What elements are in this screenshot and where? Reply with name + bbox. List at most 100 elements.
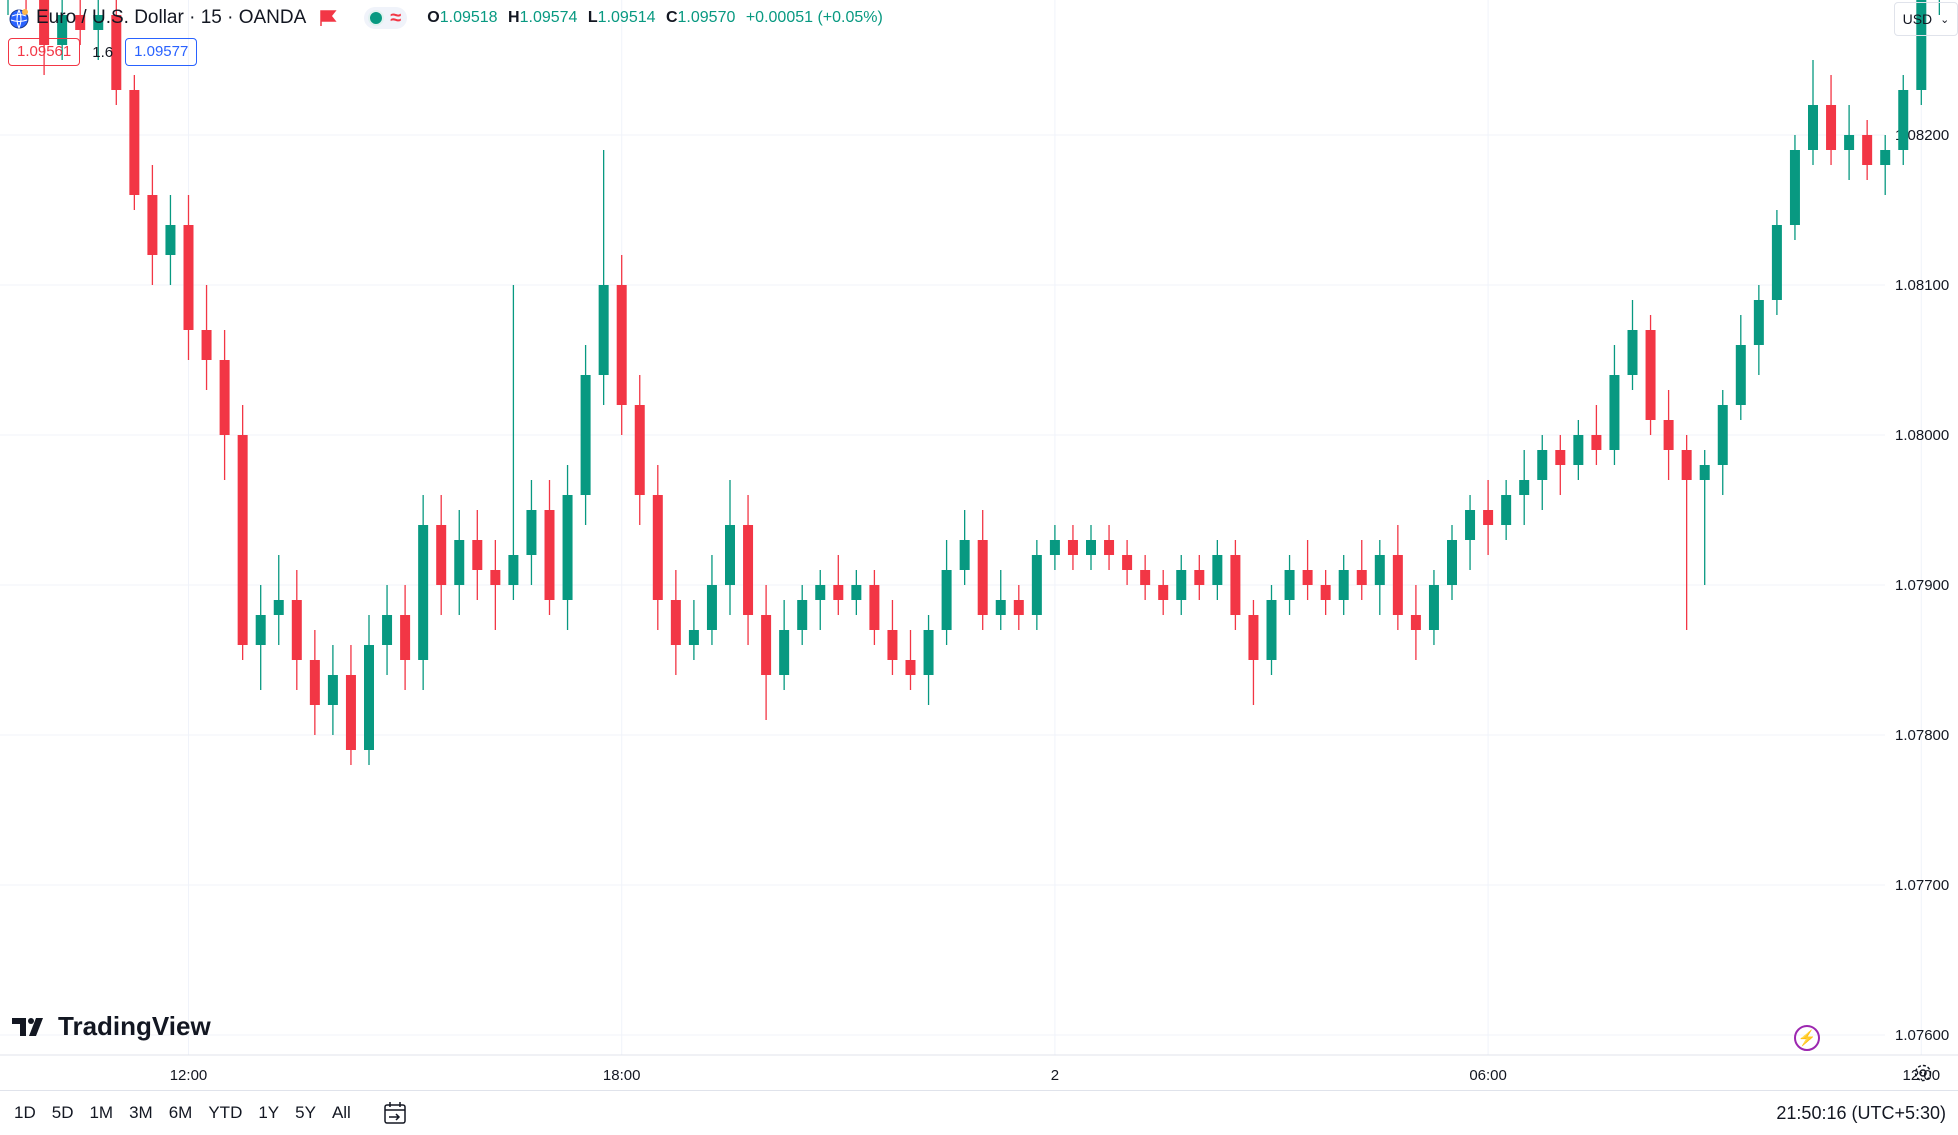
candle — [1699, 450, 1710, 585]
candle — [1248, 600, 1259, 705]
candle-body — [1194, 570, 1205, 585]
candle-body — [490, 570, 501, 585]
candle-body — [1176, 570, 1187, 600]
candle — [1140, 555, 1151, 600]
candle-body — [309, 660, 320, 705]
candle — [1374, 540, 1385, 615]
candle — [147, 165, 158, 285]
grid-lines — [0, 0, 1922, 1055]
candle — [1122, 540, 1133, 585]
candle-body — [1735, 345, 1746, 405]
range-1y-button[interactable]: 1Y — [258, 1103, 280, 1122]
candle — [959, 510, 970, 585]
candle-body — [129, 90, 140, 195]
candle — [1320, 570, 1331, 615]
candle-body — [743, 525, 754, 615]
candle — [1609, 345, 1620, 465]
candle — [418, 495, 429, 690]
candle — [670, 570, 681, 675]
candle-body — [201, 330, 212, 360]
candle — [111, 0, 122, 105]
candle-body — [1916, 0, 1927, 91]
candle-body — [1338, 570, 1349, 600]
lightning-icon[interactable]: ⚡ — [1794, 1025, 1820, 1051]
range-1m-button[interactable]: 1M — [89, 1103, 114, 1122]
symbol-title[interactable]: Euro / U.S. Dollar · 15 · OANDA — [36, 7, 307, 28]
candle — [1049, 525, 1060, 570]
candle-body — [1212, 555, 1223, 585]
open-value: 1.09518 — [439, 9, 498, 26]
candle — [75, 0, 86, 45]
market-status-pill[interactable]: ≈ — [364, 7, 408, 29]
y-tick-label: 1.07900 — [1895, 577, 1949, 594]
candle — [1862, 120, 1873, 180]
candle-body — [670, 600, 681, 645]
candle — [165, 195, 176, 285]
gear-icon[interactable] — [1912, 1062, 1934, 1084]
candle — [580, 345, 591, 525]
candle-body — [526, 510, 537, 555]
candle-body — [1140, 570, 1151, 585]
x-tick-label: 18:00 — [603, 1067, 641, 1084]
candle — [544, 480, 555, 615]
candle-body — [1771, 225, 1782, 300]
candle-body — [1302, 570, 1313, 585]
candle-body — [75, 15, 86, 30]
price-chart[interactable]: 1.102001.100001.098001.096001.094001.092… — [0, 0, 1958, 1090]
candle — [508, 285, 519, 600]
x-tick-label: 2 — [1051, 1067, 1059, 1084]
x-tick-label: 06:00 — [1469, 1067, 1507, 1084]
buy-button[interactable]: 1.09577 — [125, 38, 198, 66]
range-3m-button[interactable]: 3M — [129, 1103, 153, 1122]
candle — [1898, 75, 1909, 165]
candle — [1230, 540, 1241, 630]
candle — [634, 375, 645, 525]
candle — [1555, 435, 1566, 495]
candle — [454, 510, 465, 615]
tradingview-logo[interactable]: TradingView — [12, 1011, 211, 1042]
close-value: 1.09570 — [677, 9, 736, 26]
candle-body — [418, 525, 429, 660]
candle — [743, 495, 754, 645]
range-ytd-button[interactable]: YTD — [208, 1103, 243, 1122]
candle-body — [1717, 405, 1728, 465]
range-1d-button[interactable]: 1D — [14, 1103, 36, 1122]
candle — [851, 570, 862, 615]
candle-body — [1122, 555, 1133, 570]
range-5d-button[interactable]: 5D — [51, 1103, 74, 1122]
candle — [255, 585, 266, 690]
range-selector: 1D 5D 1M 3M 6M YTD 1Y 5Y All — [6, 1091, 409, 1135]
change-value: +0.00051 (+0.05%) — [745, 9, 883, 26]
flag-icon[interactable] — [318, 8, 338, 28]
candle — [472, 510, 483, 600]
sell-button[interactable]: 1.09561 — [8, 38, 81, 66]
candle-body — [1104, 540, 1115, 555]
candle-body — [652, 495, 663, 600]
clock-display[interactable]: 21:50:16 (UTC+5:30) — [1776, 1103, 1946, 1123]
range-6m-button[interactable]: 6M — [168, 1103, 193, 1122]
candle-body — [995, 600, 1006, 615]
candle-body — [345, 675, 356, 750]
candle — [688, 600, 699, 660]
candle-body — [1862, 135, 1873, 165]
candle — [1483, 480, 1494, 555]
candle-body — [273, 600, 284, 615]
candle-body — [779, 630, 790, 675]
x-tick-label: 12:00 — [170, 1067, 208, 1084]
candle-body — [1501, 495, 1512, 525]
candle-body — [1753, 300, 1764, 345]
candle — [400, 585, 411, 690]
candle — [1681, 435, 1692, 630]
candle-body — [688, 630, 699, 645]
y-tick-label: 1.07600 — [1895, 1027, 1949, 1044]
candle — [598, 150, 609, 405]
range-all-button[interactable]: All — [331, 1103, 351, 1122]
calendar-range-icon[interactable] — [381, 1099, 409, 1127]
candle-body — [580, 375, 591, 495]
candle — [1428, 570, 1439, 645]
range-5y-button[interactable]: 5Y — [295, 1103, 316, 1122]
candle-body — [959, 540, 970, 570]
candle — [1212, 540, 1223, 600]
candle-body — [57, 15, 68, 45]
currency-selector[interactable]: USD ⌄ — [1894, 2, 1958, 36]
